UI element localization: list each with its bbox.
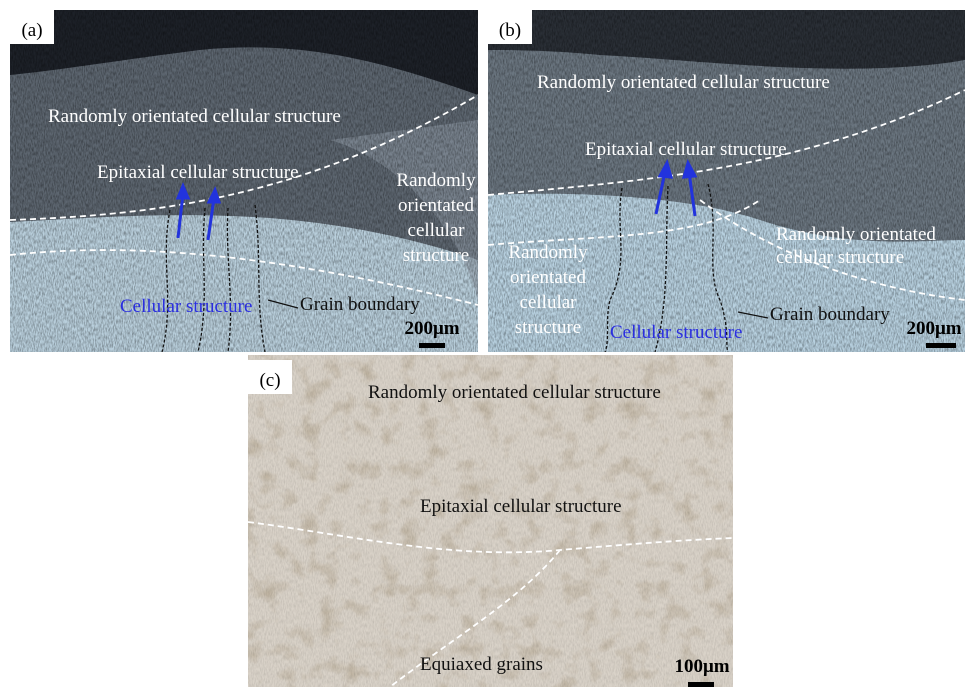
annotation: Randomly orientated cellular structure xyxy=(48,106,341,127)
annotation: Cellular structure xyxy=(610,322,742,343)
annotation: orientated xyxy=(510,267,586,288)
panel-c-image xyxy=(248,355,733,687)
annotation: Equiaxed grains xyxy=(420,654,543,675)
scale-bar-label: 200μm xyxy=(404,318,459,339)
annotation: cellular xyxy=(520,292,578,313)
annotation: Randomly xyxy=(508,242,588,263)
annotation: Epitaxial cellular structure xyxy=(97,162,299,183)
scale-bar-label: 200μm xyxy=(906,318,961,339)
annotation: Randomly xyxy=(396,170,476,191)
annotation: structure xyxy=(403,245,469,266)
annotation: orientated xyxy=(398,195,474,216)
panel-label: (c) xyxy=(259,370,280,391)
annotation: cellular xyxy=(408,220,466,241)
figure: (a) Randomly orientated cellular structur… xyxy=(0,0,967,687)
annotation: Epitaxial cellular structure xyxy=(420,496,622,517)
annotation: Epitaxial cellular structure xyxy=(585,139,787,160)
panel-label: (a) xyxy=(21,20,42,41)
panel-label: (b) xyxy=(499,20,521,41)
annotation: structure xyxy=(515,317,581,338)
annotation: Cellular structure xyxy=(120,296,252,317)
annotation: Randomly orientated cellular structure xyxy=(537,72,830,93)
annotation: Grain boundary xyxy=(770,304,890,325)
annotation: Grain boundary xyxy=(300,294,420,315)
annotation: cellular structure xyxy=(776,247,904,268)
annotation: Randomly orientated cellular structure xyxy=(368,382,661,403)
scale-bar-label: 100μm xyxy=(674,656,729,677)
annotation: Randomly orientated xyxy=(776,224,936,245)
